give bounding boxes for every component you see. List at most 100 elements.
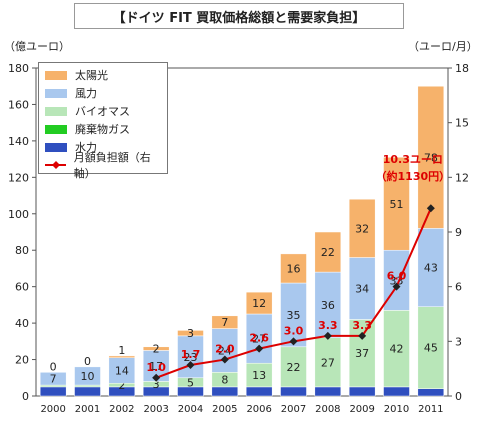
bar-data-label: 22 — [287, 361, 301, 374]
annotation-line-2: （約1130円） — [376, 169, 451, 183]
line-data-label: 6.0 — [387, 270, 407, 283]
right-axis-tick-label: 18 — [455, 62, 469, 75]
left-axis-tick-label: 180 — [8, 62, 29, 75]
bar-data-label: 8 — [221, 374, 228, 387]
bar-segment-太陽光 — [177, 330, 204, 337]
legend-swatch-biomass — [45, 106, 67, 116]
bar-data-label: 3 — [187, 327, 194, 340]
bar-segment-風力 — [74, 366, 101, 386]
bar-segment-風力 — [245, 313, 273, 364]
right-axis-tick-label: 3 — [455, 335, 462, 348]
legend-label-waste-gas: 廃棄物ガス — [75, 123, 130, 136]
legend-swatch-wind — [45, 88, 67, 98]
bar-data-label: 37 — [355, 347, 369, 360]
bar-data-label: 13 — [252, 369, 266, 382]
bar-data-label: 43 — [424, 262, 438, 275]
bar-data-label: 7 — [50, 373, 57, 386]
x-axis-tick-label: 2007 — [281, 404, 306, 415]
bar-data-label: 32 — [355, 222, 369, 235]
legend-label-monthly-burden: 月額負担額（右軸） — [73, 151, 151, 180]
line-point-marker — [289, 337, 298, 346]
bar-segment-水力 — [348, 386, 376, 397]
bar-segment-太陽光 — [383, 157, 410, 251]
bar-segment-太陽光 — [280, 253, 307, 284]
legend-item-monthly-burden: 月額負担額（右軸） — [45, 151, 167, 180]
bar-segment-水力 — [280, 386, 307, 397]
x-axis-tick-label: 2008 — [315, 404, 340, 415]
left-axis-tick-label: 100 — [8, 208, 29, 221]
bar-data-label: 45 — [424, 342, 438, 355]
legend-label-solar: 太陽光 — [75, 69, 108, 82]
bar-data-label: 51 — [390, 198, 404, 211]
legend-swatch-solar — [45, 70, 67, 80]
bar-segment-風力 — [39, 372, 67, 386]
bar-data-label: 27 — [252, 333, 266, 346]
legend-label-hydro: 水力 — [75, 141, 97, 154]
right-axis-tick-label: 9 — [455, 226, 462, 239]
bar-segment-太陽光 — [348, 198, 376, 258]
x-axis-tick-label: 2004 — [178, 404, 203, 415]
line-point-marker — [255, 344, 264, 353]
x-axis-tick-label: 2010 — [384, 404, 409, 415]
bar-data-label: 14 — [115, 364, 129, 377]
bar-segment-太陽光 — [211, 315, 239, 329]
bar-data-label: 24 — [218, 344, 232, 357]
line-data-label: 3.3 — [352, 319, 372, 332]
line-point-marker — [152, 373, 161, 382]
line-data-label: 3.3 — [318, 319, 338, 332]
bar-segment-風力 — [348, 257, 376, 320]
bar-data-label: 78 — [424, 151, 438, 164]
bar-data-label: 0 — [84, 355, 91, 368]
line-point-marker — [186, 361, 195, 370]
left-axis-tick-label: 80 — [15, 244, 29, 257]
line-data-label: 3.0 — [284, 324, 304, 337]
legend-label-biomass: バイオマス — [75, 105, 130, 118]
line-point-marker — [392, 282, 401, 291]
bar-data-label: 16 — [287, 262, 301, 275]
bar-data-label: 34 — [355, 282, 369, 295]
bar-data-label: 10 — [81, 370, 95, 383]
bar-segment-水力 — [211, 386, 239, 397]
bar-data-label: 5 — [187, 376, 194, 389]
x-axis-tick-label: 2005 — [212, 404, 237, 415]
bar-data-label: 12 — [252, 297, 266, 310]
bar-segment-水力 — [74, 386, 101, 397]
bar-data-label: 27 — [321, 356, 335, 369]
x-axis-tick-label: 2003 — [143, 404, 168, 415]
left-axis-tick-label: 40 — [15, 317, 29, 330]
right-axis-tick-label: 6 — [455, 281, 462, 294]
legend: 太陽光 風力 バイオマス 廃棄物ガス 水力 月額負担額（右軸） — [38, 62, 168, 180]
bar-data-label: 35 — [287, 309, 301, 322]
chart-title: 【ドイツ FIT 買取価格総額と需要家負担】 — [74, 3, 404, 29]
left-axis-tick-label: 0 — [22, 390, 29, 403]
x-axis-tick-label: 2001 — [75, 404, 100, 415]
line-data-label: 1.7 — [181, 348, 201, 361]
bar-segment-水力 — [383, 386, 410, 397]
legend-label-wind: 風力 — [75, 87, 97, 100]
right-axis-tick-label: 15 — [455, 117, 469, 130]
bar-segment-バイオマス — [280, 346, 307, 388]
line-data-label: 2.6 — [249, 332, 269, 345]
bar-data-label: 2 — [153, 343, 160, 356]
legend-item-solar: 太陽光 — [45, 67, 108, 83]
left-axis-unit: （億ユーロ） — [4, 40, 70, 53]
annotation-line-1: 10.3ユーロ — [383, 153, 443, 166]
line-point-marker — [358, 331, 367, 340]
bar-segment-水力 — [314, 386, 342, 397]
bar-segment-風力 — [211, 328, 239, 373]
line-point-marker — [426, 204, 435, 213]
left-axis-tick-label: 160 — [8, 98, 29, 111]
bar-data-label: 1 — [118, 344, 125, 357]
right-axis-unit: （ユーロ/月） — [408, 40, 478, 53]
bar-data-label: 42 — [390, 343, 404, 356]
line-data-label: 2.0 — [215, 343, 235, 356]
bar-data-label: 2 — [118, 379, 125, 392]
bar-segment-風力 — [108, 357, 136, 384]
left-axis-tick-label: 140 — [8, 135, 29, 148]
line-data-label: 1.0 — [146, 361, 166, 374]
legend-swatch-monthly-burden — [45, 161, 66, 169]
legend-swatch-hydro — [45, 142, 67, 152]
bar-segment-バイオマス — [348, 319, 376, 388]
legend-swatch-waste-gas — [45, 124, 67, 134]
